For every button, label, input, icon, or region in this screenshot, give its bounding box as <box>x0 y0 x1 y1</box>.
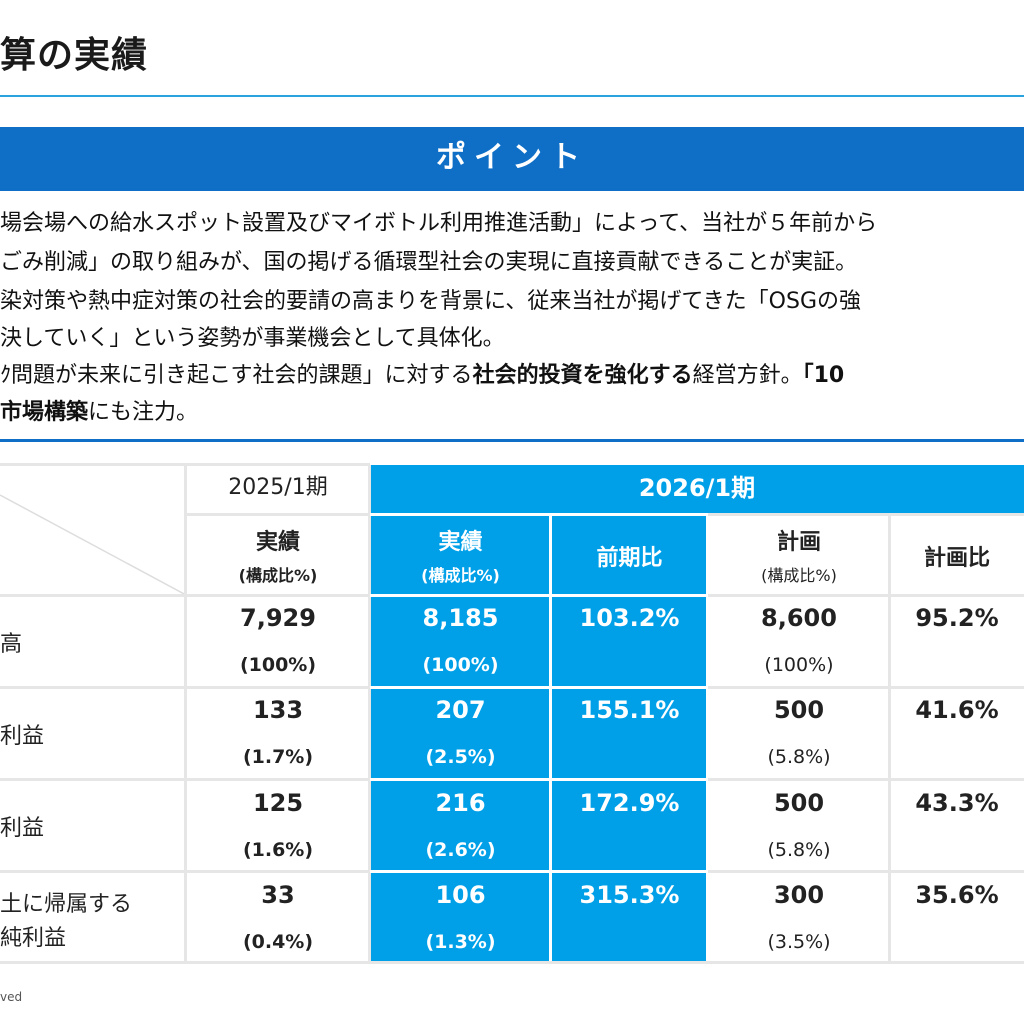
header-period-prev: 2025/1期 <box>228 475 328 500</box>
row2-plan: 500 <box>773 696 825 724</box>
grid-h-2c <box>708 594 1024 597</box>
row1-plan-ratio: (100%) <box>764 654 834 676</box>
header-actual-prev-ratio: (構成比%) <box>238 566 318 585</box>
row-label-3: 利益 <box>0 816 45 841</box>
corner-diagonal <box>0 494 186 595</box>
grid-h-1a <box>186 513 370 516</box>
grid-h-5c <box>708 870 1024 873</box>
grid-h-5a <box>0 870 370 873</box>
point-line-6-b: にも注力。 <box>88 400 199 425</box>
grid-h-4a <box>0 778 370 781</box>
row4-plan-vs: 35.6% <box>915 881 999 909</box>
point-line-2: ごみ削減」の取り組みが、国の掲げる循環型社会の実現に直接貢献できることが実証。 <box>0 250 858 275</box>
point-line-6-a: 市場構築 <box>0 400 89 425</box>
point-line-4: 決していく」という姿勢が事業機会として具体化。 <box>0 326 505 351</box>
row1-curr: 8,185 <box>422 604 499 632</box>
grid-h-top <box>0 463 370 466</box>
point-line-3: 染対策や熱中症対策の社会的要請の高まりを背景に、従来当社が掲げてきた「OSGの強 <box>0 289 862 314</box>
row4-curr-ratio: (1.3%) <box>425 931 496 953</box>
point-line-5-d: 「10 <box>802 363 845 388</box>
row4-prev-ratio: (0.4%) <box>242 931 314 953</box>
row4-prev: 33 <box>261 881 295 909</box>
row2-prev-ratio: (1.7%) <box>242 746 314 768</box>
row2-curr-ratio: (2.5%) <box>425 746 496 768</box>
row3-plan-ratio: (5.8%) <box>767 839 831 861</box>
grid-h-3b <box>370 686 708 689</box>
header-actual-prev-label: 実績 <box>255 530 300 555</box>
point-line-1: 場会場への給水スポット設置及びマイボトル利用推進活動」によって、当社が５年前から <box>0 211 878 236</box>
header-plan: 計画 (構成比%) <box>708 524 890 586</box>
row1-curr-ratio: (100%) <box>422 654 499 676</box>
row2-plan-vs: 41.6% <box>915 696 999 724</box>
point-list: 場会場への給水スポット設置及びマイボトル利用推進活動」によって、当社が５年前から… <box>0 199 1024 429</box>
header-2026-bg <box>370 465 1024 515</box>
grid-v-4 <box>706 515 709 963</box>
point-line-5-c: 経営方針。 <box>692 363 803 388</box>
grid-h-4c <box>708 778 1024 781</box>
row-label-4a: 土に帰属する <box>0 892 133 917</box>
row2-plan-ratio: (5.8%) <box>767 746 831 768</box>
point-line-5-a: ｸ問題が未来に引き起こす社会的課題」に対する <box>0 363 473 388</box>
row1-prev: 7,929 <box>240 604 316 632</box>
row1-yoy: 103.2% <box>579 604 680 632</box>
row1-plan-vs: 95.2% <box>915 604 999 632</box>
row3-curr-ratio: (2.6%) <box>425 839 496 861</box>
grid-h-1b <box>370 513 708 516</box>
row3-plan: 500 <box>773 789 825 817</box>
row2-curr: 207 <box>435 696 486 724</box>
row3-yoy: 172.9% <box>579 789 680 817</box>
row-label-4b: 純利益 <box>0 926 67 951</box>
header-plan-vs: 計画比 <box>923 546 990 571</box>
row4-plan: 300 <box>773 881 825 909</box>
grid-h-2a <box>0 594 370 597</box>
row4-plan-ratio: (3.5%) <box>767 931 831 953</box>
header-yoy: 前期比 <box>596 546 663 571</box>
point-header: ポイント <box>0 127 1024 191</box>
point-line-5-b: 社会的投資を強化する <box>472 363 693 388</box>
grid-h-1c <box>708 513 1024 516</box>
header-plan-ratio: (構成比%) <box>761 566 837 585</box>
row3-plan-vs: 43.3% <box>915 789 999 817</box>
row1-prev-ratio: (100%) <box>239 654 317 676</box>
header-plan-label: 計画 <box>776 530 821 555</box>
grid-v-5 <box>888 515 891 963</box>
footer-copyright: ved <box>0 990 23 1004</box>
row-label-2: 利益 <box>0 724 45 749</box>
current-columns-bg <box>370 515 708 963</box>
grid-v-3 <box>549 515 552 963</box>
grid-h-4b <box>370 778 708 781</box>
row3-prev-ratio: (1.6%) <box>242 839 314 861</box>
title-divider <box>0 95 1024 97</box>
row1-plan: 8,600 <box>761 604 837 632</box>
header-actual-curr-ratio: (構成比%) <box>421 566 500 585</box>
row2-prev: 133 <box>252 696 304 724</box>
grid-h-5b <box>370 870 708 873</box>
points-divider <box>0 439 1024 442</box>
point-line-6: 市場構築にも注力。 <box>0 394 198 426</box>
header-actual-curr: 実績 (構成比%) <box>370 524 551 586</box>
header-actual-prev: 実績 (構成比%) <box>186 524 370 586</box>
grid-h-3c <box>708 686 1024 689</box>
grid-h-3a <box>0 686 370 689</box>
row3-prev: 125 <box>252 789 304 817</box>
row4-yoy: 315.3% <box>579 881 680 909</box>
page-title: 算の実績 <box>0 35 149 76</box>
grid-h-bottom <box>0 961 1024 964</box>
grid-h-2b <box>370 594 708 597</box>
header-period-curr: 2026/1期 <box>638 474 756 502</box>
row-label-1: 高 <box>0 632 23 657</box>
row4-curr: 106 <box>435 881 486 909</box>
row3-curr: 216 <box>435 789 486 817</box>
grid-v-2 <box>368 465 371 963</box>
point-line-5: ｸ問題が未来に引き起こす社会的課題」に対する社会的投資を強化する経営方針。「10 <box>0 357 844 389</box>
row2-yoy: 155.1% <box>579 696 680 724</box>
grid-v-1 <box>184 465 187 963</box>
header-actual-curr-label: 実績 <box>438 530 483 555</box>
